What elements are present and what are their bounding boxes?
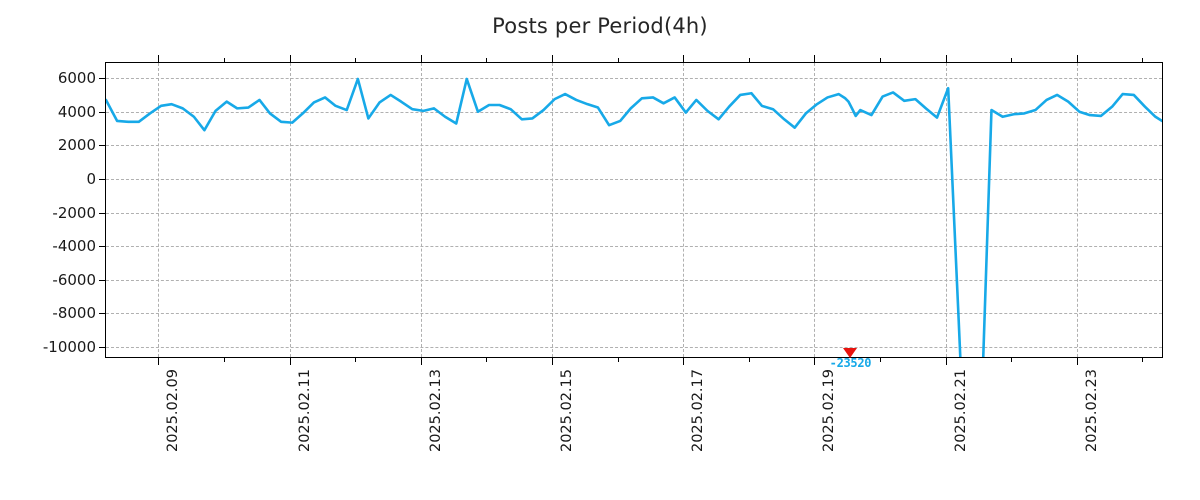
gridline-vertical	[289, 63, 291, 357]
gridline-vertical	[420, 63, 422, 357]
gridline-horizontal	[106, 145, 1162, 147]
gridline-vertical	[1076, 63, 1078, 357]
gridline-horizontal	[106, 178, 1162, 180]
x-axis-minor-tick-top	[748, 58, 750, 62]
gridline-horizontal	[106, 246, 1162, 248]
y-axis-tick-label: -10000	[42, 337, 96, 356]
y-axis-tick-label: 4000	[57, 102, 96, 121]
plot-area	[105, 62, 1163, 358]
x-axis-minor-tick-top	[1142, 58, 1144, 62]
y-axis-tick-label: 2000	[57, 136, 96, 155]
x-axis-minor-tick	[1142, 358, 1144, 362]
x-axis-minor-tick	[486, 358, 488, 362]
x-axis-tick-label: 2025.02.15	[559, 369, 575, 453]
y-axis-tick-label: -4000	[52, 237, 96, 256]
x-axis-major-tick-top	[552, 55, 553, 62]
gridline-horizontal	[106, 346, 1162, 348]
y-axis-tick-mark	[99, 78, 105, 80]
x-axis-minor-tick	[748, 358, 750, 362]
x-axis-tick-label: 2025.02.11	[296, 369, 313, 453]
gridline-horizontal	[106, 279, 1162, 281]
x-axis-minor-tick	[224, 358, 226, 362]
x-axis-major-tick-top	[1076, 55, 1078, 62]
x-axis-major-tick-top	[814, 55, 816, 62]
x-axis-major-tick	[683, 358, 685, 365]
x-axis-major-tick	[945, 358, 947, 365]
x-axis-tick-label: 2025.02.13	[427, 369, 444, 453]
x-axis-tick-label: 2025.02.19	[821, 369, 838, 453]
x-axis-major-tick	[1076, 358, 1078, 365]
x-axis-minor-tick-top	[224, 58, 226, 62]
x-axis-tick-label: 2025.02.09	[165, 369, 182, 453]
gridline-vertical	[158, 63, 160, 357]
gridline-vertical	[945, 63, 947, 357]
x-axis-major-tick	[420, 358, 422, 365]
y-axis-tick-label: -6000	[52, 270, 96, 289]
y-axis-tick-mark	[99, 246, 105, 248]
x-axis-major-tick-top	[158, 55, 160, 62]
x-axis-major-tick	[158, 358, 160, 365]
x-axis-minor-tick	[879, 358, 881, 362]
x-axis-minor-tick-top	[617, 58, 619, 62]
gridline-vertical	[552, 63, 553, 357]
x-axis-minor-tick-top	[1011, 58, 1013, 62]
y-axis-tick-mark	[99, 313, 105, 315]
x-axis-tick-label: 2025.02.17	[690, 369, 707, 453]
y-axis-tick-mark	[99, 212, 105, 214]
y-axis-tick-label: 6000	[57, 69, 96, 88]
x-axis-minor-tick-top	[879, 58, 881, 62]
x-axis-minor-tick-top	[486, 58, 488, 62]
x-axis-major-tick	[552, 358, 553, 365]
x-axis-major-tick-top	[945, 55, 947, 62]
y-axis-tick-label: -8000	[52, 304, 96, 323]
x-axis-minor-tick	[617, 358, 619, 362]
x-axis-major-tick-top	[420, 55, 422, 62]
y-axis-tick-label: 0	[86, 169, 96, 188]
x-axis-major-tick-top	[683, 55, 685, 62]
y-axis-tick-mark	[99, 145, 105, 147]
y-axis-tick-mark	[99, 111, 105, 113]
y-axis-tick-label: -2000	[52, 203, 96, 222]
gridline-horizontal	[106, 212, 1162, 214]
gridline-horizontal	[106, 111, 1162, 113]
gridline-horizontal	[106, 78, 1162, 80]
x-axis-minor-tick	[355, 358, 357, 362]
y-axis-tick-mark	[99, 279, 105, 281]
x-axis-tick-label: 2025.02.21	[952, 369, 969, 453]
x-axis-major-tick-top	[289, 55, 291, 62]
chart-title: Posts per Period(4h)	[492, 14, 708, 38]
series-line-posts-per-period	[106, 77, 1162, 357]
gridline-vertical	[814, 63, 816, 357]
y-axis-tick-mark	[99, 178, 105, 180]
gridline-horizontal	[106, 313, 1162, 315]
x-axis-major-tick	[289, 358, 291, 365]
plot-inner	[106, 63, 1162, 357]
x-axis-minor-tick-top	[355, 58, 357, 62]
gridline-vertical	[683, 63, 685, 357]
x-axis-minor-tick	[1011, 358, 1013, 362]
y-axis-tick-mark	[99, 346, 105, 348]
annotation-min-label: -23520	[829, 356, 872, 370]
x-axis-tick-label: 2025.02.23	[1083, 369, 1100, 453]
annotation-min-marker-icon	[843, 348, 858, 358]
x-axis-major-tick	[814, 358, 816, 365]
